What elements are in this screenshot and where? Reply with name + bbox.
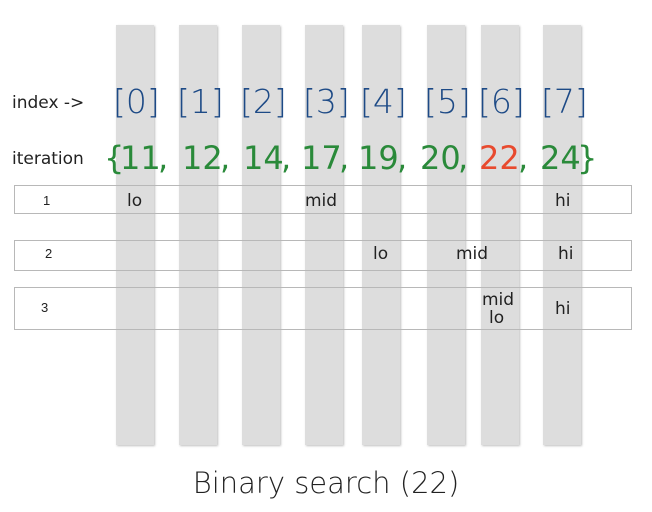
iteration-3-hi: hi xyxy=(555,299,571,319)
iteration-number-3: 3 xyxy=(41,300,49,315)
iteration-1-lo: lo xyxy=(127,191,143,211)
array-column-0 xyxy=(116,25,154,445)
iteration-label: iteration xyxy=(12,149,84,169)
array-column-4 xyxy=(362,25,400,445)
iteration-2-hi: hi xyxy=(558,244,574,264)
iteration-2-lo: lo xyxy=(373,244,389,264)
index-label-6: [6] xyxy=(478,82,525,121)
index-label-2: [2] xyxy=(240,82,287,121)
iteration-1-mid: mid xyxy=(305,191,338,211)
index-label-0: [0] xyxy=(113,82,160,121)
array-value-0: 11 xyxy=(120,139,161,177)
array-column-1 xyxy=(179,25,217,445)
array-value-7: 24 xyxy=(540,139,581,177)
array-value-2: 14 xyxy=(243,139,284,177)
array-open-brace: { xyxy=(104,139,125,177)
array-value-3: 17 xyxy=(301,139,342,177)
array-comma-2: , xyxy=(281,139,292,177)
index-label-3: [3] xyxy=(303,82,350,121)
iteration-number-1: 1 xyxy=(43,193,51,208)
array-comma-4: , xyxy=(397,139,408,177)
diagram-caption: Binary search (22) xyxy=(192,466,460,500)
array-value-5: 20 xyxy=(420,139,461,177)
array-column-2 xyxy=(242,25,280,445)
iteration-3-mid: mid xyxy=(482,290,515,310)
iteration-1-hi: hi xyxy=(555,191,571,211)
iteration-row-2 xyxy=(14,240,632,271)
array-value-4: 19 xyxy=(358,139,399,177)
iteration-row-1 xyxy=(14,185,632,214)
array-comma-3: , xyxy=(339,139,350,177)
array-comma-1: , xyxy=(220,139,231,177)
array-column-6 xyxy=(481,25,519,445)
index-label-7: [7] xyxy=(541,82,588,121)
array-column-7 xyxy=(543,25,581,445)
array-value-1: 12 xyxy=(182,139,223,177)
array-value-6-target: 22 xyxy=(479,139,520,177)
index-label: index -> xyxy=(12,93,85,113)
iteration-number-2: 2 xyxy=(45,246,53,261)
array-comma-0: , xyxy=(158,139,169,177)
array-column-5 xyxy=(427,25,465,445)
iteration-3-lo: lo xyxy=(489,308,505,328)
iteration-2-mid: mid xyxy=(456,244,489,264)
index-label-4: [4] xyxy=(360,82,407,121)
index-label-5: [5] xyxy=(424,82,471,121)
array-column-3 xyxy=(305,25,343,445)
array-close-brace: } xyxy=(577,139,598,177)
index-label-1: [1] xyxy=(177,82,224,121)
array-comma-6: , xyxy=(518,139,529,177)
iteration-row-3 xyxy=(14,287,632,330)
array-comma-5: , xyxy=(458,139,469,177)
